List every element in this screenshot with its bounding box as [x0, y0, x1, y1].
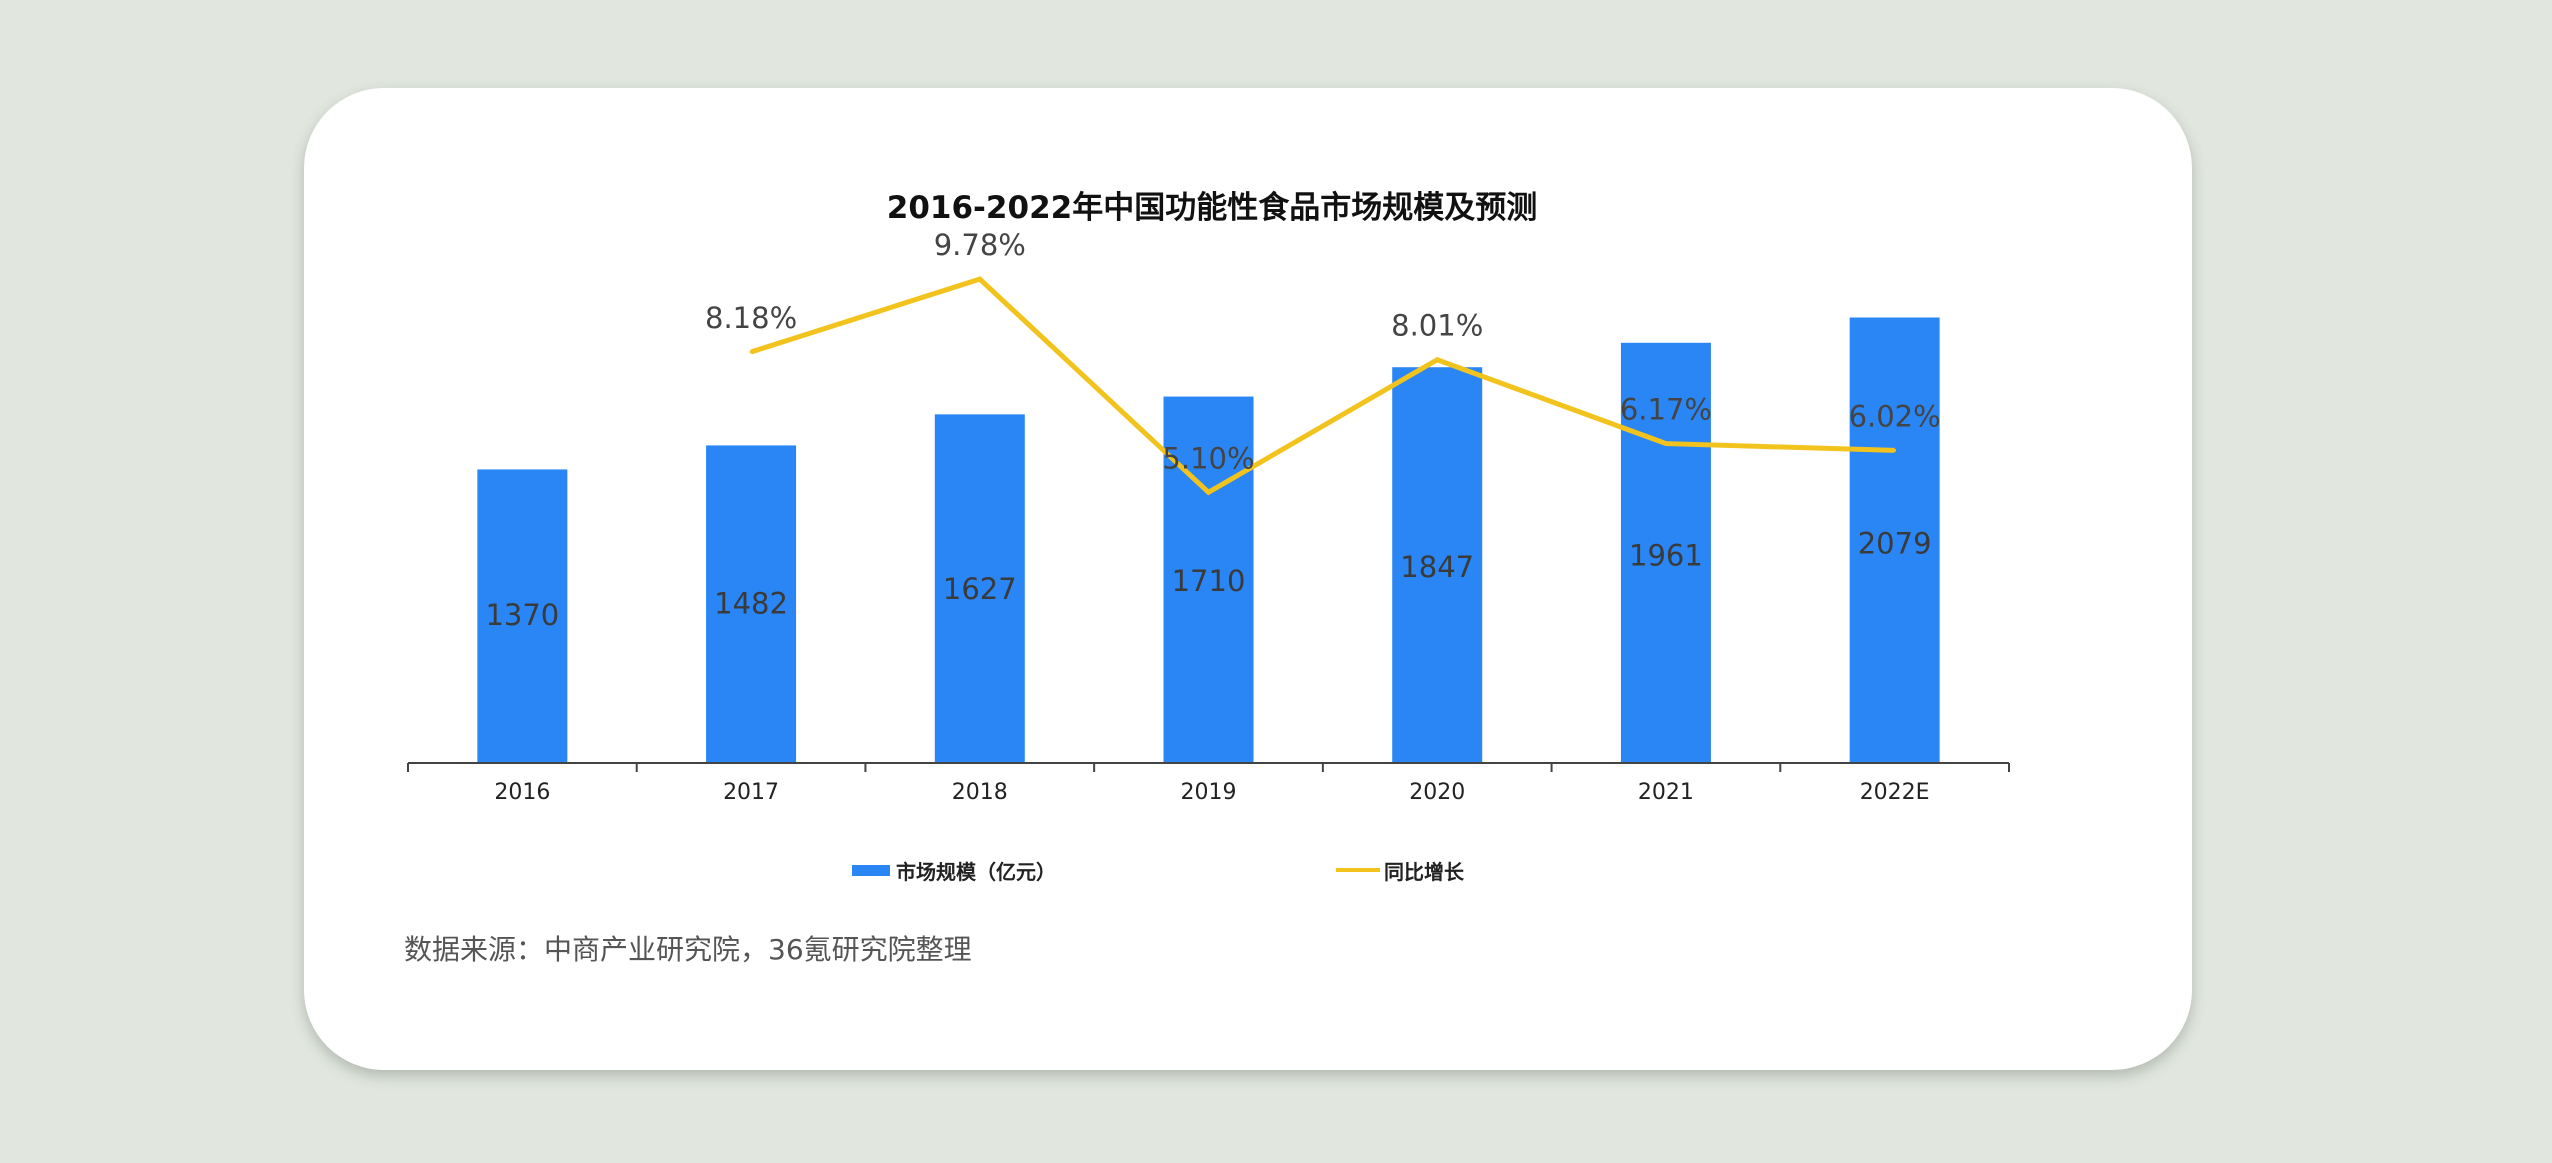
x-axis: 2016 2017 2018 2019 2020 2021 2022E [407, 762, 2010, 805]
bar-2022E [1849, 317, 1940, 763]
growth-line-series: 8.18% 9.78% 5.10% 8.01% 6.17% 6.02% [705, 228, 1941, 496]
bar-label-2019: 1710 [1172, 564, 1246, 598]
chart-card: 2016-2022年中国功能性食品市场规模及预测 1370 1482 1627 171… [304, 88, 2192, 1070]
bar-2018 [934, 414, 1025, 763]
growth-point-2022E [1893, 448, 1897, 452]
bar-label-2020: 1847 [1400, 550, 1474, 584]
chart: 2016-2022年中国功能性食品市场规模及预测 1370 1482 1627 171… [407, 190, 2010, 884]
bar-2019 [1163, 396, 1254, 763]
bar-label-2017: 1482 [714, 587, 788, 621]
growth-point-2019 [1207, 490, 1210, 494]
bar-label-2021: 1961 [1629, 538, 1703, 572]
bar-label-2016: 1370 [485, 598, 559, 632]
x-tick-label-2018: 2018 [952, 780, 1008, 805]
data-source-note: 数据来源：中商产业研究院，36氪研究院整理 [404, 933, 972, 966]
bar-2017 [706, 445, 797, 763]
bar-2016 [477, 469, 568, 763]
legend-bar-swatch [852, 865, 890, 876]
growth-label-2019: 5.10% [1162, 441, 1254, 475]
growth-point-2021 [1664, 442, 1668, 446]
bar-labels: 1370 1482 1627 1710 1847 1961 2079 [485, 527, 1931, 632]
x-tick-label-2017: 2017 [723, 780, 779, 805]
growth-point-2018 [978, 277, 982, 281]
growth-label-2018: 9.78% [934, 228, 1026, 262]
x-tick-label-2016: 2016 [494, 780, 550, 805]
x-tick-label-2020: 2020 [1409, 780, 1465, 805]
x-tick-label-2019: 2019 [1181, 780, 1237, 805]
x-tick-label-2021: 2021 [1638, 780, 1694, 805]
chart-title: 2016-2022年中国功能性食品市场规模及预测 [887, 190, 1537, 226]
growth-point-2020 [1435, 358, 1439, 362]
growth-label-2020: 8.01% [1391, 309, 1483, 343]
growth-point-2017 [749, 350, 753, 354]
legend-line-label: 同比增长 [1384, 860, 1465, 884]
legend-bar-label: 市场规模（亿元） [896, 860, 1056, 884]
bar-series [477, 317, 1940, 763]
bar-label-2022E: 2079 [1858, 527, 1932, 561]
x-tick-label-2022E: 2022E [1860, 780, 1930, 805]
bar-label-2018: 1627 [943, 572, 1017, 606]
growth-label-2017: 8.18% [705, 301, 797, 335]
bar-2020 [1392, 367, 1483, 763]
bar-2021 [1620, 342, 1711, 763]
growth-label-2022E: 6.02% [1849, 399, 1941, 433]
growth-line [750, 276, 1895, 496]
growth-label-2021: 6.17% [1620, 393, 1712, 427]
legend: 市场规模（亿元） 同比增长 [852, 860, 1465, 884]
